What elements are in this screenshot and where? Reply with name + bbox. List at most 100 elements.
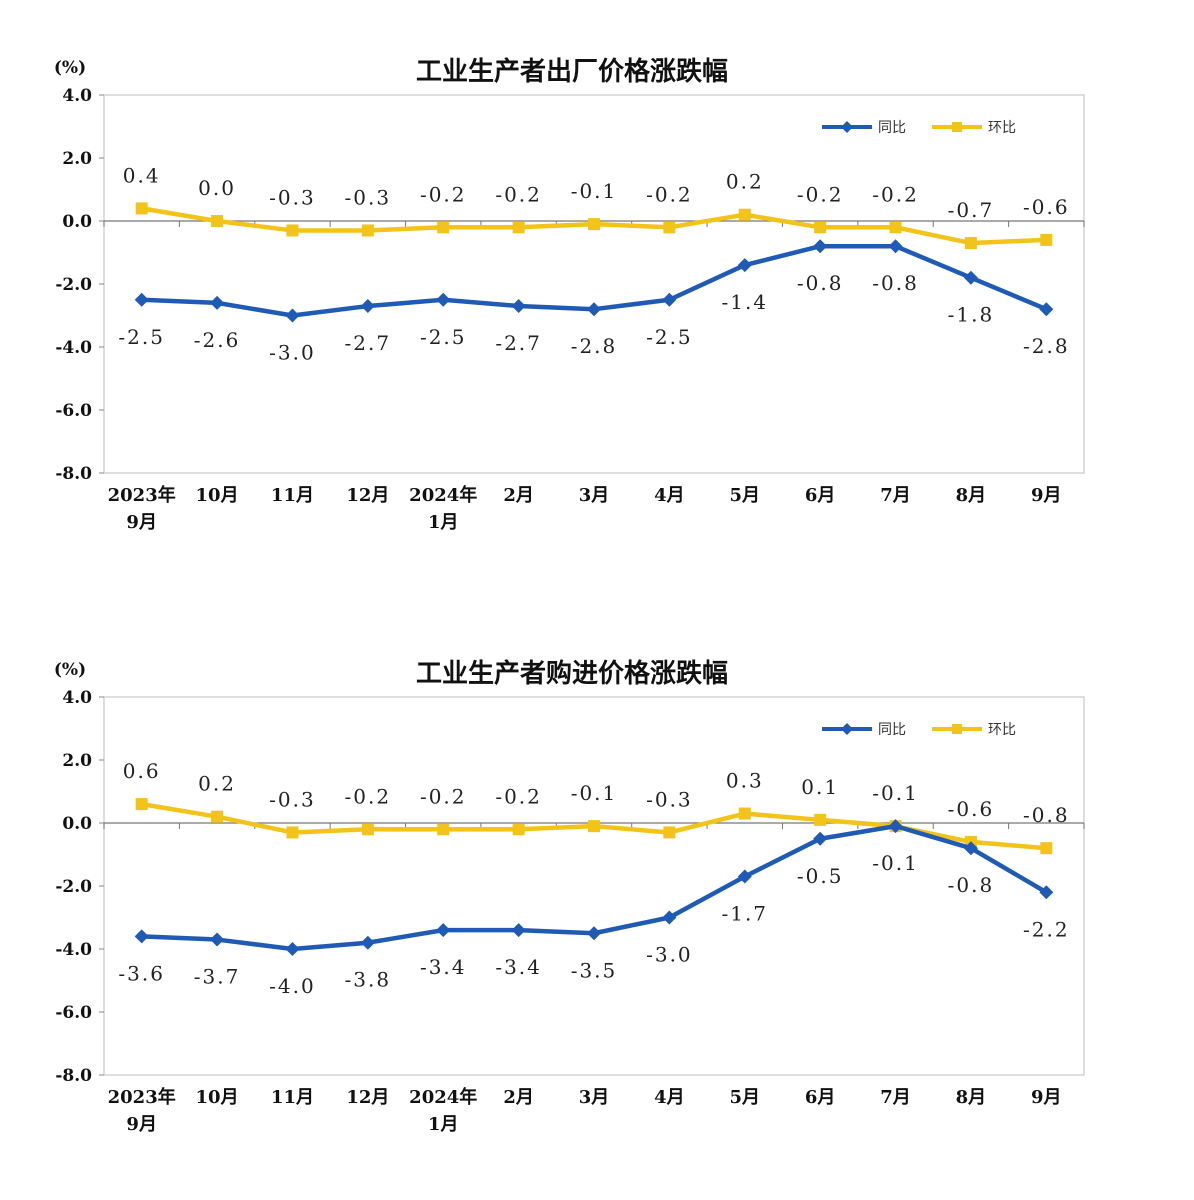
x-tick-label-line: 1月: [428, 1114, 459, 1135]
x-tick-label: 10月: [196, 485, 239, 506]
x-tick-label-line: 2024年: [409, 484, 477, 506]
data-label-mom: -0.3: [646, 787, 693, 811]
x-tick-label-line: 7月: [880, 1087, 911, 1108]
x-tick-label: 2023年 9月: [108, 1086, 176, 1135]
data-point-yoy: [888, 239, 903, 254]
x-tick-label: 7月: [880, 485, 911, 506]
x-tick-label: 12月: [346, 485, 389, 506]
x-tick-label: 8月: [956, 1087, 987, 1108]
data-label-mom: 0.1: [801, 775, 839, 799]
x-tick-label-line: 11月: [271, 485, 314, 506]
data-point-yoy: [963, 841, 978, 856]
legend-marker-mom: [952, 122, 962, 132]
y-tick-label: 4.0: [62, 86, 92, 106]
data-point-mom: [889, 221, 902, 234]
x-tick-label-line: 8月: [956, 485, 987, 506]
x-tick-label-line: 2月: [503, 1087, 534, 1108]
data-point-mom: [588, 820, 600, 833]
data-label-mom: -0.2: [646, 182, 693, 206]
data-label-mom: 0.4: [123, 163, 161, 187]
data-label-mom: -0.2: [495, 182, 542, 206]
x-tick-label-line: 2023年: [108, 1086, 176, 1108]
data-label-mom: 0.6: [123, 759, 161, 783]
x-tick-label: 6月: [805, 1087, 836, 1108]
plot-frame: [103, 696, 1085, 1076]
data-point-mom: [512, 221, 525, 234]
data-point-yoy: [888, 819, 903, 834]
data-point-yoy: [436, 292, 451, 307]
data-label-yoy: -1.8: [948, 303, 995, 327]
x-tick-label: 4月: [654, 485, 685, 506]
x-tick-label-line: 2月: [503, 485, 534, 506]
data-label-yoy: -3.4: [495, 955, 542, 979]
x-tick-label: 3月: [579, 485, 610, 506]
data-label-mom: -0.1: [872, 781, 919, 805]
data-label-yoy: -3.0: [269, 341, 316, 365]
data-point-mom: [738, 807, 751, 820]
data-label-yoy: -3.5: [571, 958, 618, 982]
plot-frame: [103, 94, 1085, 474]
data-point-mom: [588, 218, 600, 231]
x-tick-label-line: 9月: [1031, 1087, 1062, 1108]
data-label-yoy: -2.5: [118, 325, 165, 349]
data-point-mom: [663, 826, 676, 839]
x-tick-label: 2024年 1月: [409, 484, 477, 533]
data-label-mom: -0.7: [948, 198, 995, 222]
x-tick-label: 9月: [1031, 485, 1062, 506]
data-point-mom: [1040, 842, 1053, 855]
data-label-mom: -0.3: [345, 185, 392, 209]
data-label-mom: -0.3: [269, 787, 316, 811]
data-label-yoy: -2.8: [1023, 334, 1070, 358]
chart-title: 工业生产者出厂价格涨跌幅: [416, 56, 728, 87]
x-tick-label-line: 9月: [126, 1114, 157, 1135]
data-point-yoy: [210, 295, 225, 310]
x-tick-label: 8月: [956, 485, 987, 506]
data-label-mom: -0.2: [872, 182, 919, 206]
y-tick-label: 0.0: [62, 814, 92, 834]
data-point-yoy: [737, 258, 752, 273]
x-tick-label: 11月: [271, 1087, 314, 1108]
x-tick-label-line: 7月: [880, 485, 911, 506]
data-point-yoy: [587, 302, 601, 317]
x-tick-label-line: 9月: [1031, 485, 1062, 506]
y-tick-label: -2.0: [55, 275, 92, 295]
chart-ppi-output: 工业生产者出厂价格涨跌幅 (%) 4.0 2.0 0.0 -2.0 -4.0 -6.0 -8.0…: [0, 30, 1194, 590]
x-tick-label-line: 8月: [956, 1087, 987, 1108]
data-point-mom: [814, 221, 827, 234]
data-point-mom: [964, 237, 977, 250]
data-label-mom: -0.1: [571, 781, 618, 805]
data-point-mom: [135, 798, 148, 811]
data-point-yoy: [587, 926, 601, 941]
x-tick-label-line: 9月: [126, 512, 157, 533]
x-tick-label-line: 5月: [730, 1087, 761, 1108]
x-tick-label-line: 4月: [654, 1087, 685, 1108]
data-label-mom: 0.3: [726, 769, 764, 793]
x-tick-label: 2月: [503, 1087, 534, 1108]
data-point-mom: [437, 823, 450, 836]
data-label-mom: -0.2: [495, 784, 542, 808]
data-label-yoy: -2.6: [194, 328, 241, 352]
data-label-mom: -0.2: [420, 182, 467, 206]
data-point-mom: [135, 202, 148, 215]
data-point-mom: [361, 823, 374, 836]
data-label-mom: -0.1: [571, 179, 618, 203]
data-label-yoy: -0.8: [797, 271, 844, 295]
y-tick-label: 0.0: [62, 212, 92, 232]
x-tick-label: 12月: [346, 1087, 389, 1108]
legend-marker-yoy: [841, 723, 853, 735]
data-point-yoy: [134, 929, 149, 944]
x-tick-label: 5月: [730, 485, 761, 506]
y-tick-label: -4.0: [55, 940, 92, 960]
y-tick-label: -6.0: [55, 1003, 92, 1023]
data-label-yoy: -3.7: [194, 965, 241, 989]
data-point-yoy: [436, 923, 451, 938]
x-tick-label-line: 6月: [805, 1087, 836, 1108]
data-point-yoy: [134, 292, 149, 307]
data-label-mom: 0.2: [726, 170, 764, 194]
data-label-yoy: -4.0: [269, 974, 316, 998]
legend-label-yoy: 同比: [878, 120, 906, 136]
data-label-mom: -0.2: [345, 784, 392, 808]
x-tick-label: 2023年 9月: [108, 484, 176, 533]
legend-marker-yoy: [841, 121, 853, 133]
data-label-mom: -0.8: [1023, 803, 1070, 827]
